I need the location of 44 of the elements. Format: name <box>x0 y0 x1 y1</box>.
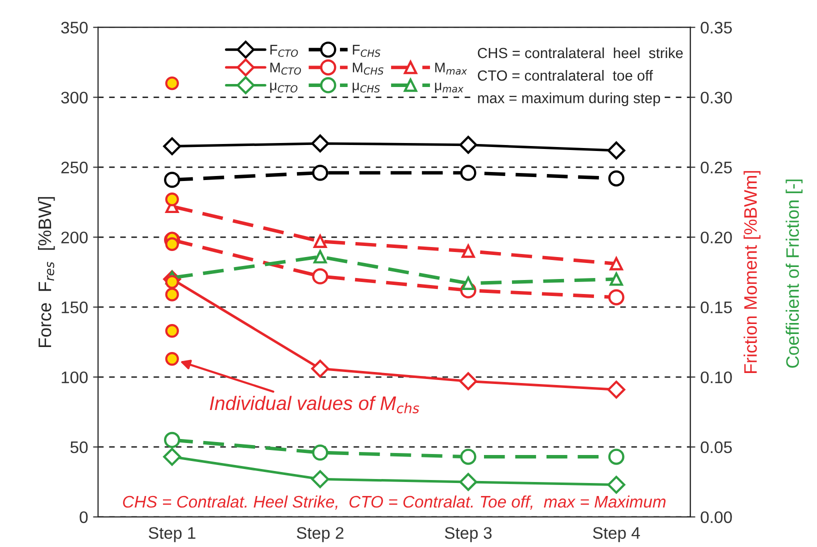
y-tick-label: 250 <box>61 162 88 174</box>
y-axis-title: Force F$_{res}$ [%BW] <box>38 197 55 348</box>
legend-label: μ$_{CHS}$ <box>352 82 380 93</box>
legend-label: F$_{CHS}$ <box>352 44 380 57</box>
point <box>312 164 328 181</box>
x-tick-label: Step 2 <box>296 527 344 542</box>
y2-axis-title: Friction Moment [%BWm] <box>744 171 760 373</box>
y2-tick-label: 0.35 <box>700 22 732 34</box>
annotation: CHS = contralateral heel strike <box>478 47 683 58</box>
y2-tick-label: 0.05 <box>700 441 732 454</box>
point <box>164 172 180 188</box>
legend-label: F$_{CTO}$ <box>270 44 298 57</box>
y2-tick-label: 0.00 <box>700 511 732 524</box>
y-tick-label: 0 <box>80 511 88 524</box>
y-tick-label: 100 <box>62 371 88 384</box>
annotation: CHS = Contralat. Heel Strike, CTO = Contralat. Toe off, max = Maximum <box>123 495 666 510</box>
y-tick-label: 200 <box>61 232 88 244</box>
point <box>311 134 330 152</box>
x-tick-label: Step 4 <box>592 527 640 542</box>
point <box>459 136 478 154</box>
point <box>163 137 182 156</box>
legend-label: μ$_{CTO}$ <box>270 82 298 93</box>
legend-label: M$_{CTO}$ <box>270 62 301 75</box>
annotation: Individual values of M$_{chs}$ <box>210 396 420 414</box>
y-tick-label: 350 <box>61 22 88 34</box>
y2-tick-label: 0.20 <box>700 232 732 244</box>
x-tick-label: Step 1 <box>148 527 196 542</box>
y2-tick-label: 0.10 <box>700 371 732 384</box>
legend-label: M$_{CHS}$ <box>352 62 384 75</box>
point <box>607 141 626 160</box>
y2-tick-label: 0.15 <box>700 302 732 314</box>
y-tick-label: 300 <box>61 92 88 104</box>
y-tick-label: 50 <box>70 441 88 454</box>
y2-tick-label: 0.30 <box>700 92 732 104</box>
legend-label: M$_{max}$ <box>435 62 468 75</box>
point <box>608 170 624 186</box>
y-tick-label: 150 <box>62 302 88 314</box>
legend-label: μ$_{max}$ <box>435 82 464 93</box>
x-tick-label: Step 3 <box>444 527 492 542</box>
text: Coefficient of Friction [-] <box>786 180 803 368</box>
y2-tick-label: 0.25 <box>700 162 732 174</box>
point <box>460 164 476 181</box>
annotation: CTO = contralateral toe off <box>478 70 653 81</box>
annotation: max = maximum during step <box>478 92 660 106</box>
